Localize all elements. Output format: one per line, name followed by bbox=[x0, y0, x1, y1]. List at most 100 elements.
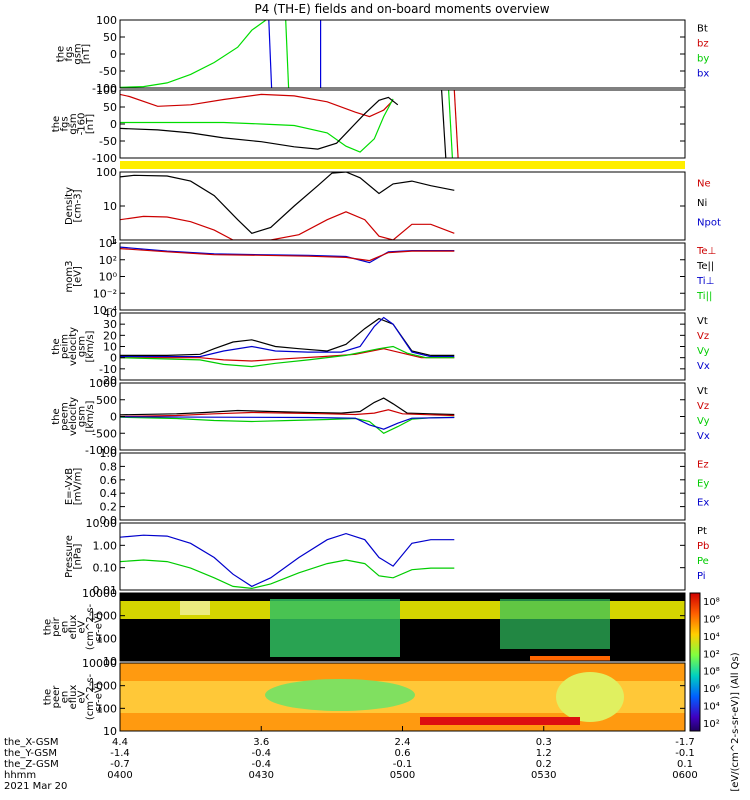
colorbar-tick-label: 10⁸ bbox=[703, 667, 720, 678]
x-row-value: -0.4 bbox=[251, 759, 271, 770]
y-axis-label: [km/s] bbox=[85, 330, 96, 362]
x-row-value: 3.6 bbox=[253, 737, 269, 748]
colorbar-tick-label: 10² bbox=[703, 719, 720, 730]
legend-entry: Ey bbox=[697, 479, 709, 490]
y-axis-label: eV bbox=[77, 690, 88, 703]
y-axis-label: -160 bbox=[77, 113, 88, 136]
y-tick-label: 0.4 bbox=[100, 487, 118, 500]
y-axis-label: fgs bbox=[64, 46, 75, 61]
y-axis-label: sr-eV) bbox=[94, 682, 105, 711]
y-tick-label: 20 bbox=[103, 329, 117, 342]
series-line-by bbox=[120, 98, 394, 153]
legend-entry: Ex bbox=[697, 498, 709, 509]
y-axis-label: sr-eV) bbox=[94, 612, 105, 641]
y-tick-label: 10⁴ bbox=[99, 237, 118, 250]
y-axis-label: gsm bbox=[77, 336, 88, 357]
legend-entry: Ti⊥ bbox=[696, 276, 714, 287]
y-axis-label: velocity bbox=[68, 327, 79, 366]
series-line-Ti⊥ bbox=[120, 246, 455, 264]
electron-low-energy-band bbox=[420, 717, 580, 725]
y-tick-label: 0.10 bbox=[93, 562, 118, 575]
series-group bbox=[120, 20, 322, 88]
y-tick-label: 10 bbox=[103, 655, 117, 668]
legend-entry: Bt bbox=[697, 23, 708, 34]
x-row-value: 4.4 bbox=[112, 737, 128, 748]
x-row-value: 0500 bbox=[390, 770, 415, 781]
y-axis-label: gsm bbox=[72, 43, 83, 64]
y-tick-label: 1.00 bbox=[93, 539, 118, 552]
x-row-label: the_Z-GSM bbox=[4, 759, 59, 770]
y-tick-label: 1000 bbox=[89, 610, 117, 623]
legend-entry: Vx bbox=[697, 431, 710, 442]
colorbar-tick-label: 10⁶ bbox=[703, 614, 720, 625]
legend-entry: Ti|| bbox=[696, 291, 712, 302]
x-row-value: -0.1 bbox=[675, 748, 695, 759]
series-line-Vt bbox=[120, 397, 455, 416]
legend-entry: by bbox=[697, 54, 709, 65]
series-line-by bbox=[120, 20, 267, 88]
y-tick-label: 10000 bbox=[82, 657, 117, 670]
legend-entry: Ni bbox=[697, 198, 707, 209]
legend-entry: Pe bbox=[697, 556, 709, 567]
y-tick-label: 500 bbox=[96, 394, 117, 407]
y-tick-label: 0 bbox=[110, 411, 117, 424]
y-axis-label: the bbox=[55, 46, 66, 62]
panel-pressure: 10.00 1.00 0.10 0.01 Pressure[nPa] Pt Pb Pe Pi bbox=[64, 517, 710, 597]
y-tick-label: -100 bbox=[92, 152, 117, 165]
colorbar: 10⁸ 10⁶ 10⁴ 10² 10⁸ 10⁶ 10⁴ 10² [eV/(cm^2-s-sr-e… bbox=[689, 592, 741, 792]
y-tick-label: 10000 bbox=[82, 587, 117, 600]
panel-background bbox=[120, 90, 685, 158]
x-date-label: 2021 Mar 20 bbox=[4, 781, 67, 792]
panel-electron-velocity: 1000 500 0 -500 -1000 thepeemvelocitygsm[km/s… bbox=[51, 377, 710, 457]
legend-entry: Vz bbox=[697, 331, 709, 342]
x-row-value: 0400 bbox=[107, 770, 132, 781]
series-group bbox=[120, 397, 455, 435]
y-axis-label: the bbox=[51, 408, 62, 424]
legend-entry: Ez bbox=[697, 459, 709, 470]
x-row-value: 0600 bbox=[672, 770, 697, 781]
y-axis-label: peer bbox=[51, 685, 62, 709]
y-tick-label: 100 bbox=[96, 632, 117, 645]
x-row-value: 0530 bbox=[531, 770, 556, 781]
y-axis-label: velocity bbox=[68, 397, 79, 436]
y-axis-label: [cm-3] bbox=[72, 189, 83, 222]
x-row-value: 0.3 bbox=[536, 737, 552, 748]
y-axis-label: mom3 bbox=[64, 261, 75, 293]
x-row-label: the_X-GSM bbox=[4, 737, 58, 748]
x-row-value: -0.4 bbox=[251, 748, 271, 759]
x-row-value: 1.2 bbox=[536, 748, 552, 759]
figure-title: P4 (TH-E) fields and on-board moments ov… bbox=[254, 2, 549, 16]
series-group bbox=[120, 316, 455, 368]
y-axis-label: E=-VxB bbox=[64, 468, 75, 505]
y-axis-label: [eV] bbox=[72, 266, 83, 287]
y-tick-label: -50 bbox=[99, 65, 117, 78]
ion-flux-speckle bbox=[180, 601, 210, 615]
y-tick-label: -500 bbox=[92, 427, 117, 440]
colorbar-tick-label: 10⁸ bbox=[703, 597, 720, 608]
y-axis-label: [nT] bbox=[81, 44, 92, 64]
series-line-Bt bbox=[120, 96, 399, 150]
series-line-Pe bbox=[120, 559, 455, 590]
y-axis-label: Pressure bbox=[64, 535, 75, 578]
y-tick-label: 0.0 bbox=[100, 514, 118, 527]
series-line-Te⊥ bbox=[120, 248, 455, 262]
series-line-bz bbox=[120, 93, 394, 118]
panel-background bbox=[120, 20, 685, 88]
y-tick-label: 0.8 bbox=[100, 460, 118, 473]
x-row-value: -1.7 bbox=[675, 737, 695, 748]
colorbar-strip bbox=[689, 592, 701, 732]
panels: 100500-50-100thefgsgsm[nT]Btbzbybx100500… bbox=[43, 14, 721, 738]
series-line-by bbox=[285, 20, 290, 88]
y-tick-label: 10 bbox=[103, 341, 117, 354]
series-group bbox=[120, 246, 455, 264]
colorbar-tick-label: 10² bbox=[703, 649, 720, 660]
series-line-Vx bbox=[120, 316, 455, 358]
quality-flag-bar bbox=[120, 161, 685, 169]
legend-entry: Te⊥ bbox=[696, 246, 716, 257]
x-row-value: -1.4 bbox=[110, 748, 130, 759]
x-row-value: -0.1 bbox=[393, 759, 413, 770]
y-tick-label: 50 bbox=[103, 101, 117, 114]
